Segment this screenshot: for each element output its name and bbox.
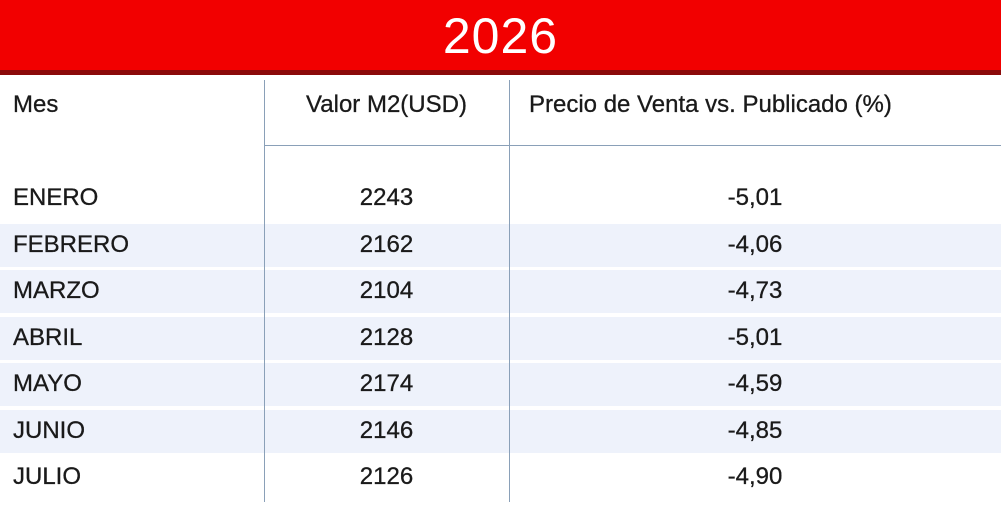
title-banner [0, 0, 1001, 75]
month-cell: ABRIL [13, 323, 83, 351]
row-band [0, 316, 1001, 360]
row-band [0, 409, 1001, 453]
month-cell: ENERO [13, 184, 99, 211]
row-band [0, 363, 1001, 406]
value-cell: 2126 [359, 463, 414, 490]
row-band [0, 270, 1001, 313]
month-cell: JULIO [13, 463, 82, 490]
value-cell: -4,73 [727, 277, 783, 304]
month-cell: FEBRERO [13, 230, 130, 258]
row-band [0, 223, 1001, 267]
value-cell: -4,59 [727, 370, 783, 397]
column-header: Valor M2(USD) [306, 91, 467, 118]
value-cell: -4,90 [727, 463, 783, 490]
title: 2026 [442, 8, 559, 64]
value-cell: 2146 [359, 416, 414, 444]
month-cell: JUNIO [13, 416, 85, 444]
month-cell: MAYO [13, 370, 82, 397]
value-cell: 2162 [359, 230, 414, 258]
column-divider [264, 80, 265, 502]
column-header: Precio de Venta vs. Publicado (%) [529, 91, 892, 118]
value-cell: 2243 [359, 184, 414, 211]
value-cell: -4,85 [727, 416, 783, 444]
value-cell: 2174 [359, 370, 414, 397]
value-cell: -5,01 [727, 184, 783, 211]
column-header: Mes [13, 91, 59, 118]
value-cell: -4,06 [727, 230, 783, 258]
header-divider [264, 145, 1001, 146]
month-cell: MARZO [13, 277, 100, 304]
value-cell: -5,01 [727, 323, 783, 351]
value-cell: 2128 [359, 323, 414, 351]
value-cell: 2104 [359, 277, 414, 304]
column-divider [509, 80, 510, 502]
